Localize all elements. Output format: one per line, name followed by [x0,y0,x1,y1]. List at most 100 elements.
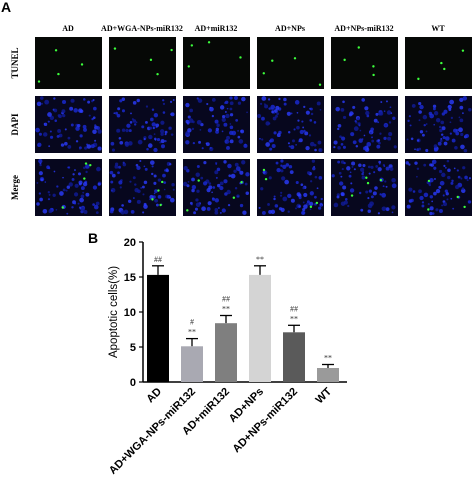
nucleus [442,136,446,140]
nucleus [305,110,310,115]
tunel-spot [89,163,92,167]
nucleus [433,111,439,116]
nucleus [160,132,164,136]
nucleus [137,189,141,194]
nucleus [230,173,236,179]
nucleus [83,98,86,101]
nucleus [48,145,51,148]
nucleus [463,148,468,153]
nucleus [172,188,175,191]
nucleus [358,124,361,127]
nucleus [363,134,366,137]
nucleus [137,139,143,145]
nucleus [441,172,446,178]
nucleus [416,175,418,178]
nucleus [54,119,58,122]
nucleus [144,167,148,171]
micrograph [109,96,176,153]
nucleus [370,165,374,169]
nucleus [434,177,436,180]
nucleus [299,129,304,135]
nucleus [349,188,355,193]
nucleus [92,116,96,120]
nucleus [226,107,229,110]
tunel-spot [427,179,431,183]
y-axis-title: Apoptotic cells(%) [108,266,120,358]
nucleus [270,209,276,215]
nucleus [460,132,464,137]
nucleus [71,206,74,209]
nucleus [215,163,218,165]
nucleus [238,169,241,172]
nucleus [291,139,295,143]
nucleus [275,105,280,110]
nucleus [295,143,297,146]
nucleus [314,195,317,199]
nucleus [162,99,165,102]
nucleus [361,138,364,140]
nucleus [405,161,409,165]
nucleus [353,168,356,171]
nucleus [228,174,232,178]
nucleus [290,112,293,115]
nucleus [385,185,388,188]
nucleus [426,181,430,184]
significance-label: ## [222,295,230,304]
nucleus [185,102,190,108]
nucleus [170,133,174,136]
nucleus [132,101,137,105]
nucleus [361,175,366,180]
nucleus [239,170,244,175]
nucleus [211,191,213,194]
nucleus [90,144,95,149]
tunel-spot [463,205,466,209]
micrograph [257,37,324,89]
nucleus [126,123,131,128]
nucleus [377,212,381,215]
nucleus [224,111,227,113]
nucleus [226,135,231,140]
nucleus [318,206,322,210]
nucleus [362,99,365,102]
nucleus [151,108,155,111]
row-label: TUNEL [10,47,20,78]
nucleus [286,111,291,116]
nucleus [408,187,413,192]
nucleus [433,144,438,148]
tunel-spot [190,44,194,47]
nucleus [464,133,470,138]
nucleus [385,100,388,103]
nucleus [96,166,101,172]
nucleus [366,141,372,147]
nucleus [302,211,305,215]
nucleus [75,126,80,131]
nucleus [389,167,394,171]
nucleus [261,138,264,141]
nucleus [270,104,276,110]
column-header: WT [431,24,445,33]
nucleus [341,167,344,171]
nucleus [237,135,241,139]
nucleus [39,163,42,167]
nucleus [464,175,468,180]
tunel-spot [315,201,319,205]
nucleus [425,130,428,133]
nucleus [192,142,196,145]
nucleus [160,139,165,144]
nucleus [219,105,225,110]
nucleus [155,123,160,128]
column-header: AD+miR132 [195,24,238,33]
nucleus [439,128,443,133]
nucleus [316,101,321,106]
nucleus [82,124,87,129]
significance-label: ** [222,305,230,314]
nucleus [276,167,281,173]
nucleus [146,147,149,151]
nucleus [162,102,166,106]
nucleus [447,104,452,110]
nucleus [448,108,452,111]
nucleus [70,123,74,127]
nucleus [224,192,228,196]
nucleus [95,211,99,215]
nucleus [425,123,428,125]
